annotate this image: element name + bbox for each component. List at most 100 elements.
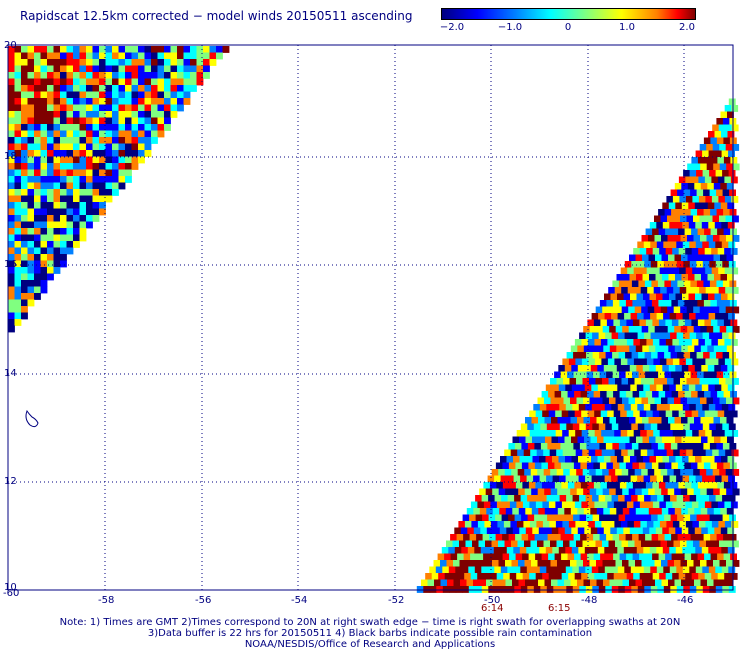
wind-cell <box>583 397 590 405</box>
wind-cell <box>584 456 592 463</box>
wind-cell <box>14 293 22 300</box>
wind-cell <box>694 183 702 190</box>
wind-cell <box>707 274 715 281</box>
wind-cell <box>629 508 637 515</box>
wind-cell <box>630 566 638 574</box>
wind-cell <box>579 443 587 450</box>
wind-cell <box>53 208 61 216</box>
wind-cell <box>724 430 732 437</box>
wind-cell <box>8 46 15 53</box>
wind-cell <box>73 143 80 151</box>
wind-cell <box>60 111 67 118</box>
wind-cell <box>720 274 728 281</box>
wind-cell <box>34 221 41 229</box>
wind-cell <box>669 241 677 249</box>
wind-cell <box>105 169 113 177</box>
wind-cell <box>613 482 621 489</box>
wind-cell <box>730 248 738 255</box>
wind-cell <box>112 104 119 112</box>
wind-cell <box>40 137 48 144</box>
wind-cell <box>112 130 119 138</box>
wind-cell <box>570 488 578 496</box>
wind-cell <box>680 378 687 385</box>
wind-cell <box>492 488 500 496</box>
wind-cell <box>506 547 514 554</box>
wind-cell <box>8 286 15 294</box>
wind-cell <box>643 384 651 392</box>
wind-cell <box>600 482 608 489</box>
wind-cell <box>138 52 145 60</box>
wind-cell <box>655 365 663 372</box>
wind-cell <box>602 397 610 405</box>
wind-cell <box>21 156 28 164</box>
wind-cell <box>531 417 539 424</box>
wind-cell <box>681 436 689 444</box>
wind-cell <box>99 195 106 203</box>
wind-cell <box>8 111 15 118</box>
wind-cell <box>151 78 158 86</box>
wind-cell <box>86 85 93 92</box>
wind-cell <box>613 553 620 561</box>
wind-cell <box>721 547 729 554</box>
wind-cell <box>547 443 555 450</box>
wind-cell <box>79 202 87 209</box>
wind-cell <box>450 534 457 541</box>
wind-cell <box>648 254 656 262</box>
wind-cell <box>92 98 100 105</box>
wind-cell <box>564 579 571 587</box>
wind-cell <box>662 436 669 444</box>
wind-cell <box>183 85 191 92</box>
wind-cell <box>657 423 665 431</box>
wind-cell <box>650 261 658 268</box>
wind-cell <box>570 508 578 515</box>
wind-cell <box>86 52 93 60</box>
wind-cell <box>92 59 100 66</box>
wind-cell <box>501 514 509 522</box>
wind-cell <box>536 430 544 437</box>
wind-cell <box>706 306 714 314</box>
wind-cell <box>170 72 178 79</box>
wind-cell <box>581 573 589 580</box>
wind-cell <box>47 72 54 79</box>
wind-cell <box>544 579 552 587</box>
wind-cell <box>718 449 726 457</box>
wind-cell <box>8 156 15 164</box>
wind-cell <box>573 462 581 470</box>
wind-cell <box>669 222 677 229</box>
wind-cell <box>105 124 113 131</box>
wind-cell <box>66 176 74 183</box>
wind-cell <box>532 527 540 535</box>
wind-cell <box>34 78 41 86</box>
wind-cell <box>722 514 730 522</box>
wind-cell <box>672 267 680 275</box>
wind-cell <box>27 169 35 177</box>
wind-cell <box>555 573 563 580</box>
wind-cell <box>622 345 630 353</box>
wind-cell <box>642 527 650 535</box>
wind-cell <box>615 540 622 548</box>
wind-cell <box>552 547 560 554</box>
wind-cell <box>701 274 708 281</box>
wind-cell <box>655 254 662 262</box>
wind-cell <box>726 417 734 424</box>
wind-cell <box>654 560 662 567</box>
wind-cell <box>723 137 731 145</box>
wind-cell <box>648 417 656 424</box>
wind-cell <box>544 417 552 424</box>
wind-cell <box>701 547 709 554</box>
wind-cell <box>713 345 721 353</box>
wind-cell <box>709 495 716 502</box>
wind-cell <box>21 59 28 66</box>
wind-cell <box>726 397 733 405</box>
wind-cell <box>707 527 715 535</box>
wind-cell <box>157 124 165 131</box>
wind-cell <box>649 436 656 444</box>
wind-cell <box>14 72 22 79</box>
wind-cell <box>8 143 15 151</box>
wind-cell <box>568 410 576 418</box>
wind-cell <box>685 521 693 528</box>
wind-cell <box>715 423 723 431</box>
wind-cell <box>672 339 680 346</box>
wind-cell <box>706 378 713 385</box>
wind-cell <box>53 202 61 209</box>
